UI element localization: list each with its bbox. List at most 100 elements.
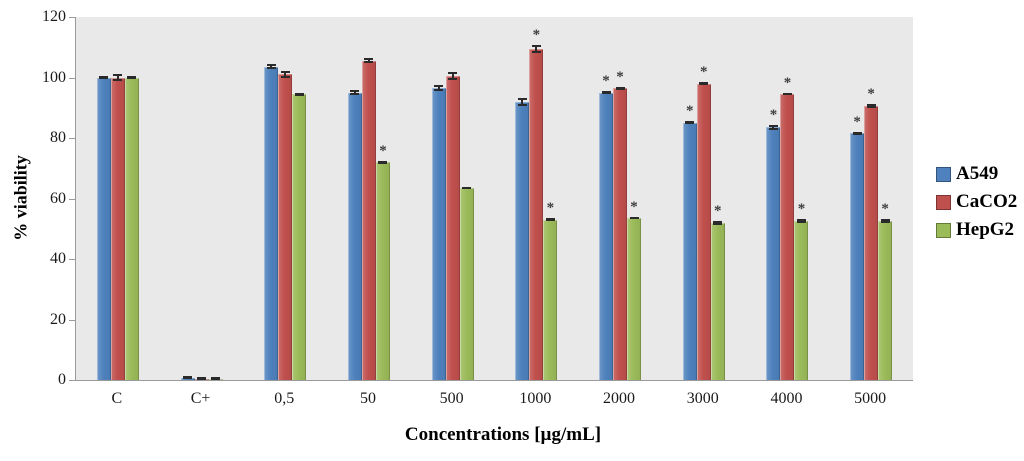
error-bar-cap xyxy=(615,87,625,90)
significance-marker-caco2-4000: * xyxy=(783,74,792,91)
error-bar-cap xyxy=(685,122,695,125)
error-bar-a549-50 xyxy=(353,90,356,96)
legend-item-hepg2: HepG2 xyxy=(936,216,1017,244)
y-tick-mark-80 xyxy=(69,138,75,139)
y-tick-mark-0 xyxy=(69,380,75,381)
error-bar-caco2-500 xyxy=(451,72,454,80)
bar-caco2-3000 xyxy=(696,83,711,380)
error-bar-cap xyxy=(364,58,374,61)
error-bar-cap xyxy=(713,220,723,223)
bar-hepg2-2000 xyxy=(627,218,642,380)
significance-marker-hepg2-3000: * xyxy=(714,202,722,219)
x-tick-label-1000: 1000 xyxy=(519,390,552,407)
legend-swatch-a549 xyxy=(936,166,951,182)
legend-item-caco2: CaCO2 xyxy=(936,188,1017,216)
error-bar-cap xyxy=(294,93,304,96)
error-bar-cap xyxy=(197,377,207,380)
error-bar-cap xyxy=(517,97,527,100)
legend: A549 CaCO2 HepG2 xyxy=(936,160,1017,244)
bar-a549-2000 xyxy=(599,92,614,380)
error-bar-cap xyxy=(782,93,792,96)
significance-marker-a549-4000: * xyxy=(769,106,778,123)
bar-a549-c xyxy=(96,77,111,380)
error-bar-cap xyxy=(434,89,444,92)
x-tick-label-c-: C+ xyxy=(190,390,211,407)
error-bar-cap xyxy=(545,218,555,221)
legend-label-caco2: CaCO2 xyxy=(956,191,1018,212)
error-bar-cap xyxy=(211,377,221,380)
bar-hepg2-3000 xyxy=(710,222,725,380)
error-bar-cap xyxy=(866,104,876,107)
legend-swatch-hepg2 xyxy=(936,222,951,238)
y-tick-label-100: 100 xyxy=(42,68,66,86)
legend-swatch-caco2 xyxy=(936,194,951,210)
y-tick-mark-60 xyxy=(69,198,75,200)
significance-marker-hepg2-1000: * xyxy=(546,200,555,217)
x-tick-label-0-5: 0,5 xyxy=(274,390,295,407)
significance-marker-caco2-2000: * xyxy=(616,68,624,85)
error-bar-cap xyxy=(880,221,890,223)
error-bar-a549-500 xyxy=(437,85,440,92)
error-bar-caco2-5000 xyxy=(870,104,873,109)
error-bar-cap xyxy=(280,71,290,74)
error-bar-cap xyxy=(434,85,444,88)
error-bar-cap xyxy=(866,106,876,109)
error-bar-cap xyxy=(113,74,123,77)
error-bar-cap xyxy=(517,103,527,106)
error-bar-cap xyxy=(699,82,709,85)
bar-caco2-0-5 xyxy=(278,74,293,380)
y-tick-mark-120 xyxy=(69,17,75,18)
error-bar-cap xyxy=(378,160,388,163)
significance-marker-a549-3000: * xyxy=(686,103,694,120)
bar-hepg2-c xyxy=(124,77,139,380)
error-bar-cap xyxy=(127,75,137,78)
bar-a549-4000 xyxy=(766,127,781,380)
legend-label-a549: A549 xyxy=(956,163,999,184)
y-tick-label-20: 20 xyxy=(50,310,66,328)
error-bar-cap xyxy=(713,222,723,225)
x-tick-label-50: 50 xyxy=(359,390,376,407)
bar-caco2-1000 xyxy=(529,48,544,380)
y-tick-label-0: 0 xyxy=(58,371,66,388)
y-tick-label-80: 80 xyxy=(50,129,66,146)
error-bar-cap xyxy=(99,76,109,79)
x-tick-label-3000: 3000 xyxy=(686,390,719,407)
bar-caco2-2000 xyxy=(613,88,628,380)
error-bar-cap xyxy=(266,64,276,67)
bar-caco2-50 xyxy=(361,60,376,380)
error-bar-cap xyxy=(685,121,695,124)
error-bar-cap xyxy=(378,161,388,164)
legend-label-hepg2: HepG2 xyxy=(956,219,1015,240)
significance-marker-caco2-1000: * xyxy=(532,26,541,43)
error-bar-cap xyxy=(350,90,360,93)
bar-caco2-c xyxy=(110,77,125,380)
x-tick-label-4000: 4000 xyxy=(770,390,803,407)
x-tick-label-c: C xyxy=(111,390,123,407)
x-tick-label-500: 500 xyxy=(439,390,464,407)
error-bar-cap xyxy=(266,67,276,70)
error-bar-cap xyxy=(768,127,778,130)
error-bar-cap xyxy=(364,61,374,64)
bar-hepg2-0-5 xyxy=(292,94,307,380)
bar-a549-500 xyxy=(431,88,446,380)
error-bar-cap xyxy=(183,376,193,379)
error-bar-cap xyxy=(531,44,541,47)
error-bar-cap xyxy=(531,50,541,53)
y-tick-mark-40 xyxy=(69,259,75,260)
y-tick-mark-20 xyxy=(69,319,75,321)
bar-hepg2-4000 xyxy=(794,221,809,380)
error-bar-hepg2-4000 xyxy=(800,219,803,224)
error-bar-a549-4000 xyxy=(772,124,775,130)
error-bar-a549-1000 xyxy=(521,97,524,106)
error-bar-caco2-1000 xyxy=(535,44,538,53)
bar-a549-0-5 xyxy=(264,66,279,380)
error-bar-cap xyxy=(127,77,137,80)
error-bar-cap xyxy=(615,86,625,89)
error-bar-cap xyxy=(294,92,304,95)
error-bar-cap xyxy=(601,91,611,94)
significance-marker-hepg2-4000: * xyxy=(797,201,806,218)
error-bar-caco2-50 xyxy=(367,58,370,64)
y-tick-label-60: 60 xyxy=(50,189,66,207)
x-tick-label-2000: 2000 xyxy=(603,390,636,407)
